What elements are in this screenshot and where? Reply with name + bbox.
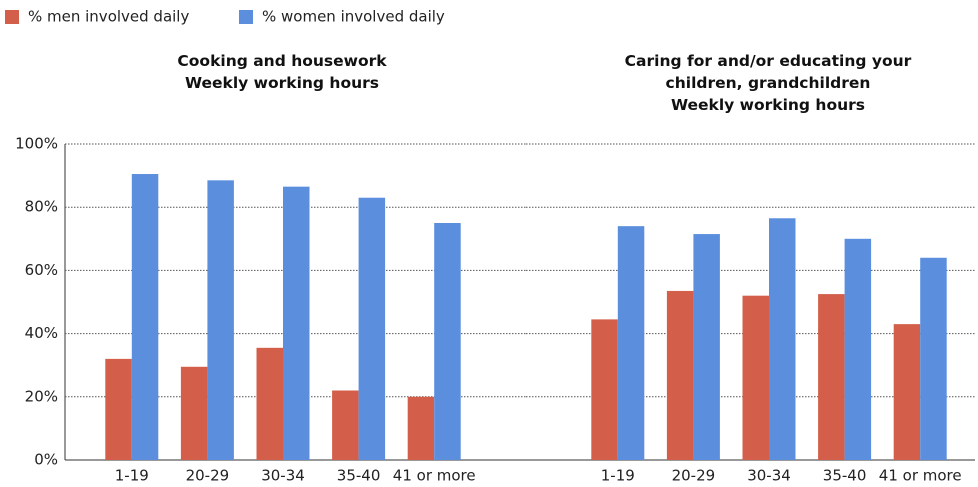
x-tick-label: 41 or more	[393, 467, 476, 485]
x-tick-label: 30-34	[747, 467, 791, 485]
bar	[207, 180, 234, 460]
bar	[332, 390, 359, 460]
y-tick-label: 0%	[34, 451, 58, 469]
bar	[105, 358, 132, 460]
bar	[844, 238, 872, 460]
bar	[131, 174, 159, 460]
panel-title: Cooking and housework	[177, 52, 387, 70]
bar	[818, 294, 845, 460]
bar	[358, 197, 386, 460]
bar	[769, 218, 796, 460]
bar	[920, 257, 947, 460]
x-tick-label: 30-34	[261, 467, 305, 485]
bar	[434, 223, 461, 460]
legend-label: % women involved daily	[262, 8, 445, 26]
panel-subtitle: Weekly working hours	[184, 74, 380, 92]
y-tick-label: 40%	[25, 324, 58, 342]
bar	[742, 295, 769, 460]
x-tick-label: 41 or more	[879, 467, 962, 485]
y-tick-label: 100%	[15, 135, 58, 153]
legend-swatch	[239, 10, 253, 24]
bar	[617, 226, 645, 460]
legend-label: % men involved daily	[28, 8, 189, 26]
bar	[283, 186, 310, 460]
bar	[407, 396, 435, 460]
bar	[693, 234, 720, 460]
x-tick-label: 20-29	[672, 467, 716, 485]
x-tick-label: 1-19	[115, 467, 149, 485]
panel-title: Caring for and/or educating your childre…	[624, 52, 912, 92]
panel-title-block: Caring for and/or educating your childre…	[598, 50, 938, 116]
bar	[591, 319, 618, 460]
legend-swatch	[5, 10, 19, 24]
y-tick-label: 60%	[25, 261, 58, 279]
panel-subtitle: Weekly working hours	[670, 96, 866, 114]
y-tick-label: 20%	[25, 387, 58, 405]
bar	[256, 347, 283, 460]
x-tick-label: 35-40	[823, 467, 867, 485]
x-tick-label: 35-40	[337, 467, 381, 485]
panel-title-block: Cooking and housework Weekly working hou…	[132, 50, 432, 94]
bar	[893, 324, 921, 460]
x-tick-label: 20-29	[186, 467, 230, 485]
bar	[666, 290, 694, 460]
x-tick-label: 1-19	[601, 467, 635, 485]
y-tick-label: 80%	[25, 198, 58, 216]
bar	[180, 366, 208, 460]
